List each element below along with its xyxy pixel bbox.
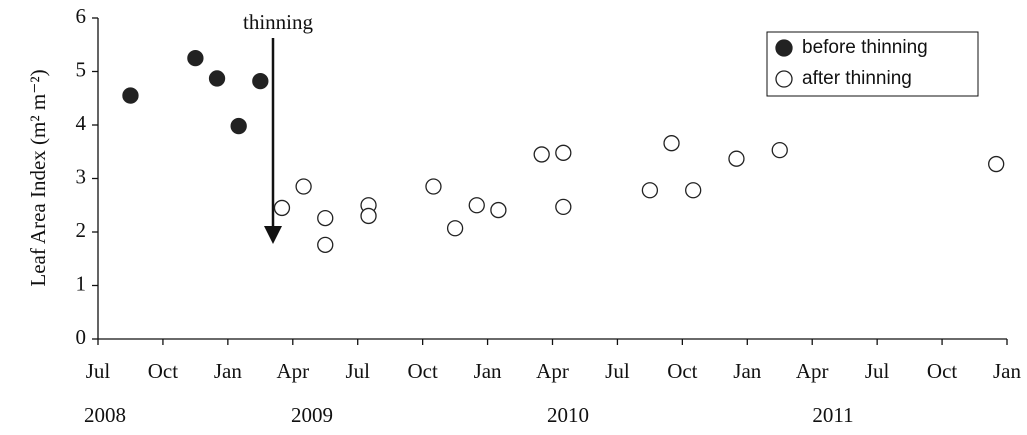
x-tick-label: Jan <box>993 359 1021 383</box>
data-point <box>468 197 485 214</box>
data-point <box>252 72 269 90</box>
data-point <box>425 178 442 195</box>
x-tick-label: Jul <box>605 359 630 383</box>
legend-box <box>766 31 979 97</box>
y-tick-label: 6 <box>76 4 87 28</box>
x-tick-label: Jan <box>474 359 502 383</box>
y-tick-label: 2 <box>76 218 87 242</box>
data-point <box>728 150 745 167</box>
annotation: thinning <box>243 10 314 34</box>
data-point <box>122 87 139 104</box>
data-point <box>187 49 204 67</box>
arrow-head <box>264 226 282 244</box>
data-point <box>533 146 550 163</box>
x-tick-label: Oct <box>148 359 178 383</box>
year-label: 2009 <box>291 403 333 427</box>
data-point <box>230 117 247 135</box>
data-point <box>273 199 291 217</box>
year-label: 2011 <box>812 403 853 427</box>
data-point <box>295 178 312 195</box>
x-tick-label: Jan <box>214 359 242 383</box>
year-label: 2008 <box>84 403 126 427</box>
data-point <box>360 207 377 225</box>
data-point <box>317 236 334 253</box>
x-tick-label: Jul <box>865 359 890 383</box>
x-tick-label: Apr <box>276 359 309 383</box>
legend-marker <box>775 39 793 57</box>
data-point <box>555 198 572 216</box>
y-tick-label: 5 <box>76 57 87 81</box>
year-label: 2010 <box>547 403 589 427</box>
legend-marker <box>775 70 793 88</box>
data-point <box>446 220 464 237</box>
data-point <box>685 182 702 199</box>
y-axis-label: Leaf Area Index (m² m⁻²) <box>26 69 50 286</box>
data-point <box>771 141 788 159</box>
data-point <box>490 201 507 219</box>
x-tick-label: Jul <box>86 359 111 383</box>
x-tick-label: Jan <box>733 359 761 383</box>
x-tick-label: Oct <box>407 359 437 383</box>
y-tick-label: 1 <box>76 271 87 295</box>
data-point <box>663 135 680 152</box>
legend-label: after thinning <box>802 68 912 89</box>
data-point <box>208 70 226 87</box>
data-point <box>555 144 572 161</box>
x-tick-label: Apr <box>536 359 569 383</box>
data-point <box>641 182 659 199</box>
y-tick-label: 3 <box>76 164 87 188</box>
x-tick-label: Oct <box>927 359 957 383</box>
data-point <box>317 209 334 227</box>
legend-label: before thinning <box>802 37 928 58</box>
x-tick-label: Apr <box>796 359 829 383</box>
x-tick-label: Jul <box>345 359 370 383</box>
y-tick-label: 0 <box>76 325 87 349</box>
data-point <box>988 155 1005 173</box>
y-tick-label: 4 <box>76 111 87 135</box>
x-tick-label: Oct <box>667 359 697 383</box>
